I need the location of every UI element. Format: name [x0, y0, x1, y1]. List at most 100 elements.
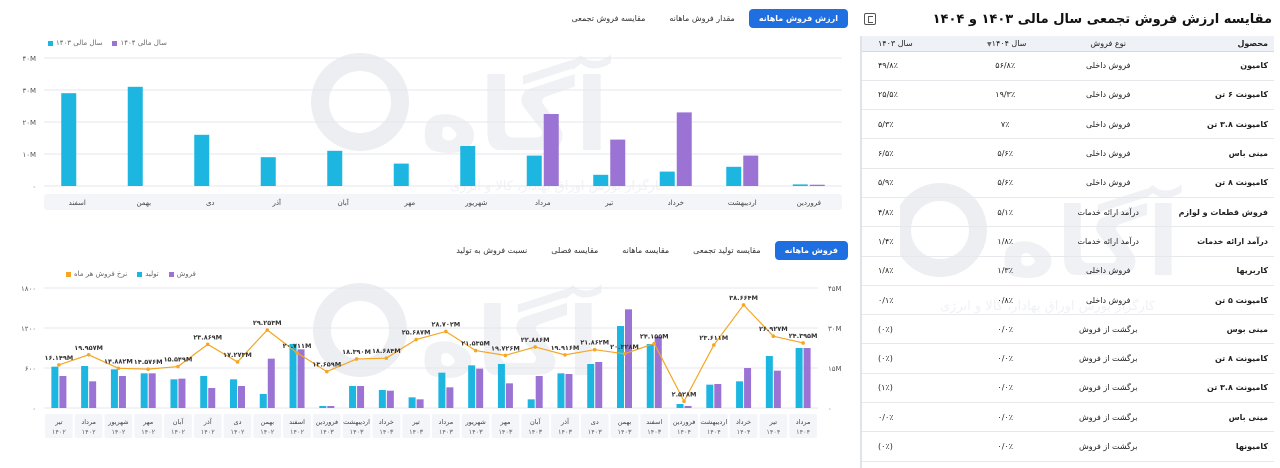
bar-sales	[565, 374, 573, 408]
bar-1403	[460, 146, 476, 186]
x-tick-box	[164, 414, 192, 438]
rate-point	[414, 337, 418, 342]
x-tick-label: اردیبهشت	[728, 199, 757, 207]
bar-1404	[743, 155, 759, 186]
tab-bottom-3[interactable]: مقایسه فصلی	[551, 246, 599, 255]
y-right-tick-label: ۱۵M	[828, 365, 842, 373]
row-1403: ۲۵/۵٪	[862, 80, 958, 111]
row-product: کامیونت ۸ تن	[1163, 168, 1274, 198]
bar-production	[497, 364, 505, 408]
chevron-down-icon[interactable]: ▼	[987, 40, 992, 48]
y-tick-label: ۳۰M	[22, 87, 36, 95]
bar-production	[795, 348, 803, 408]
tab-bottom-1[interactable]: مقایسه تولید تجمعی	[693, 246, 761, 255]
rate-point	[741, 303, 746, 307]
row-type: فروش داخلی	[1052, 109, 1164, 140]
tab-top-1[interactable]: مقدار فروش ماهانه	[669, 14, 735, 23]
tab-bottom-2[interactable]: مقایسه ماهانه	[622, 246, 670, 255]
x-tick-month: اسفند	[289, 418, 305, 426]
table-row[interactable]: کامیونت ۵ تن فروش داخلی ۰/۸٪ ۰/۱٪	[862, 285, 1274, 316]
table-row[interactable]: کامیونت ۸ تن برگشت از فروش ۰/۰٪ (۰٪)	[862, 343, 1274, 374]
table-row[interactable]: کاربریها فروش داخلی ۱/۳٪ ۱/۸٪	[862, 256, 1274, 286]
table-row[interactable]: مینی بوس برگشت از فروش ۰/۰٪ (۰٪)	[862, 314, 1274, 345]
x-tick-box	[789, 414, 817, 438]
rate-point	[473, 348, 478, 353]
x-tick-box	[312, 414, 341, 438]
legend-item-1404[interactable]: سال مالی ۱۴۰۴	[112, 39, 167, 47]
bar-1403	[393, 163, 409, 186]
x-tick-year: ۱۴۰۳	[320, 428, 334, 436]
table-row[interactable]: کامیونت ۳.۸ تن فروش داخلی ۷٪ ۵/۳٪	[862, 109, 1274, 140]
x-axis-band	[44, 194, 842, 210]
bar-production	[676, 404, 684, 408]
header-product[interactable]: محصول	[1163, 36, 1274, 52]
table-row[interactable]: مینی باس برگشت از فروش ۰/۰٪ ۰/۰٪	[862, 402, 1274, 433]
bar-1403	[726, 166, 742, 186]
table-row[interactable]: کامیونت ۸ تن فروش داخلی ۵/۶٪ ۵/۹٪	[862, 168, 1274, 198]
tab-bottom-4[interactable]: نسبت فروش به تولید	[456, 246, 528, 255]
bar-production	[200, 376, 208, 408]
x-tick-box	[432, 414, 460, 438]
row-1404: ۰/۰٪	[957, 402, 1053, 433]
x-tick-month: بهمن	[618, 418, 632, 426]
rate-data-label: ۲.۵۲۸M	[672, 390, 697, 398]
header-type[interactable]: نوع فروش	[1052, 36, 1164, 52]
rate-data-label: ۲۸.۷۰۲M	[431, 320, 460, 328]
x-tick-label: بهمن	[136, 199, 151, 207]
row-product: کامیونت ۳.۸ تن	[1163, 373, 1274, 404]
bar-sales	[178, 378, 186, 408]
x-tick-year: ۱۴۰۲	[171, 428, 185, 436]
table-row[interactable]: کامیون فروش داخلی ۵۶/۸٪ ۴۹/۸٪	[862, 51, 1274, 81]
x-tick-month: خرداد	[736, 418, 751, 426]
bar-sales	[267, 358, 275, 408]
table-row[interactable]: فروش قطعات و لوازم درآمد ارائه خدمات ۵/۱٪ ۴…	[862, 197, 1274, 228]
rate-data-label: ۲۵.۶۸۷M	[402, 329, 431, 337]
bar-sales	[89, 381, 97, 408]
bar-sales	[773, 370, 781, 408]
bar-1403	[61, 93, 77, 186]
header-1404[interactable]: سال ۱۴۰۴▼	[957, 36, 1053, 52]
rate-point	[503, 353, 508, 358]
rate-point	[235, 360, 240, 364]
y-tick-label: ۲۰M	[22, 119, 36, 127]
bar-production	[587, 364, 595, 408]
rate-point	[265, 328, 270, 332]
x-tick-box	[342, 414, 371, 438]
tab-bottom-0[interactable]: فروش ماهانه	[774, 241, 848, 260]
table-row[interactable]: درآمد ارائه خدمات درآمد ارائه خدمات ۱/۸٪ ۱/…	[862, 226, 1274, 257]
row-product: کامیونت ۶ تن	[1163, 80, 1274, 111]
row-1403: (۰٪)	[862, 431, 958, 462]
table-row[interactable]: کامیونت ۳.۸ تن برگشت از فروش ۰/۰٪ (۱٪)	[862, 373, 1274, 404]
bar-sales	[654, 336, 662, 408]
x-tick-month: مهر	[499, 418, 510, 426]
legend-item-sales[interactable]: فروش	[168, 270, 196, 278]
bar-production	[110, 369, 118, 408]
legend-item-1403[interactable]: سال مالی ۱۴۰۳	[48, 39, 102, 47]
rate-data-label: ۳۸.۶۶۴M	[729, 294, 758, 302]
rate-data-label: ۲۳.۶۱۱M	[699, 334, 728, 342]
x-tick-label: فروردین	[797, 199, 821, 207]
legend-item-production[interactable]: تولید	[137, 270, 159, 278]
tab-top-2[interactable]: مقایسه فروش تجمعی	[571, 14, 646, 23]
x-tick-year: ۱۴۰۳	[618, 428, 632, 436]
table-row[interactable]: کامیونها برگشت از فروش ۰/۰٪ (۰٪)	[862, 431, 1274, 462]
row-type: درآمد ارائه خدمات	[1052, 197, 1164, 228]
sales-comparison-panel: مقایسه ارزش فروش تجمعی سال مالی ۱۴۰۳ و ۱…	[856, 0, 1280, 468]
legend-swatch-production	[137, 271, 143, 277]
header-1403[interactable]: سال ۱۴۰۳	[862, 36, 958, 52]
legend-item-rate[interactable]: نرخ فروش هر ماه	[66, 270, 127, 278]
bar-production	[230, 379, 237, 408]
x-tick-box	[193, 414, 222, 438]
rate-data-label: ۲۴.۱۵۵M	[640, 333, 669, 341]
header-1404-label: سال ۱۴۰۴	[991, 38, 1027, 48]
row-1403: (۱٪)	[862, 373, 958, 404]
table-row[interactable]: کامیونت ۶ تن فروش داخلی ۱۹/۳٪ ۲۵/۵٪	[862, 80, 1274, 111]
tab-top-0[interactable]: ارزش فروش ماهانه	[748, 9, 848, 28]
x-tick-year: ۱۴۰۳	[409, 428, 423, 436]
sheet-icon[interactable]	[864, 13, 876, 25]
rate-point	[771, 334, 776, 338]
bar-production	[408, 397, 416, 408]
x-tick-label: خرداد	[668, 199, 684, 207]
table-scroll[interactable]: محصول نوع فروش سال ۱۴۰۴▼ سال ۱۴۰۳ کامیون…	[860, 36, 1274, 468]
table-row[interactable]: مینی باس فروش داخلی ۵/۶٪ ۶/۵٪	[862, 138, 1274, 169]
